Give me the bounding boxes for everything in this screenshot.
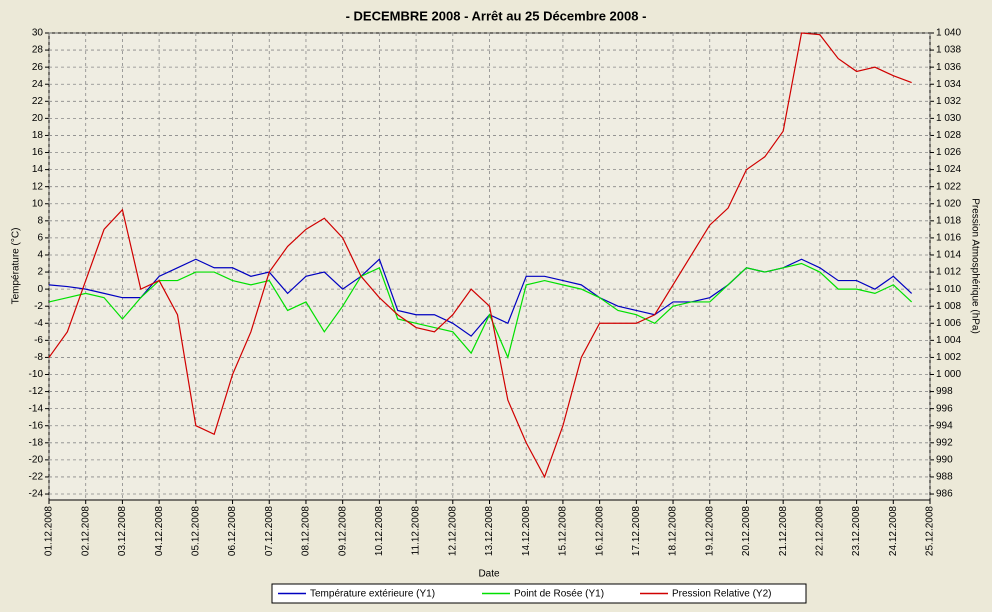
legend-label: Point de Rosée (Y1) xyxy=(514,589,604,600)
y2-tick-label: 998 xyxy=(936,386,953,397)
y2-tick-label: 1 040 xyxy=(936,28,961,39)
x-tick-label: 25.12.2008 xyxy=(925,506,936,556)
y-tick-label: 2 xyxy=(37,267,43,278)
x-tick-label: 01.12.2008 xyxy=(44,506,55,556)
y2-tick-label: 1 030 xyxy=(936,113,961,124)
x-tick-label: 23.12.2008 xyxy=(851,506,862,556)
y2-tick-label: 1 004 xyxy=(936,335,961,346)
x-tick-label: 17.12.2008 xyxy=(631,506,642,556)
x-tick-label: 05.12.2008 xyxy=(190,506,201,556)
y2-tick-label: 1 036 xyxy=(936,62,961,73)
x-tick-label: 12.12.2008 xyxy=(447,506,458,556)
y-tick-label: -22 xyxy=(29,472,44,483)
x-tick-label: 10.12.2008 xyxy=(374,506,385,556)
x-tick-label: 20.12.2008 xyxy=(741,506,752,556)
x-tick-label: 21.12.2008 xyxy=(778,506,789,556)
y2-tick-label: 1 018 xyxy=(936,215,961,226)
y-tick-label: 16 xyxy=(32,147,44,158)
y2-tick-label: 986 xyxy=(936,489,953,500)
y2-tick-label: 1 028 xyxy=(936,130,961,141)
series-line xyxy=(48,262,913,360)
y-tick-label: 30 xyxy=(32,28,44,39)
y2-tick-label: 994 xyxy=(936,420,953,431)
y-tick-label: -16 xyxy=(29,420,44,431)
y2-tick-label: 1 022 xyxy=(936,181,961,192)
y-tick-label: 26 xyxy=(32,62,44,73)
y2-tick-label: 1 008 xyxy=(936,301,961,312)
y-tick-label: 28 xyxy=(32,45,44,56)
y2-tick-label: 1 026 xyxy=(936,147,961,158)
y2-tick-label: 992 xyxy=(936,437,953,448)
x-tick-label: 22.12.2008 xyxy=(815,506,826,556)
y-tick-label: -2 xyxy=(34,301,43,312)
y-tick-label: -24 xyxy=(29,489,44,500)
y2-tick-label: 1 020 xyxy=(936,198,961,209)
y2-tick-label: 1 034 xyxy=(936,79,961,90)
y2-tick-label: 990 xyxy=(936,455,953,466)
y2-tick-label: 996 xyxy=(936,403,953,414)
y2-tick-label: 1 012 xyxy=(936,267,961,278)
y-tick-label: 12 xyxy=(32,181,44,192)
y2-tick-label: 988 xyxy=(936,472,953,483)
y-tick-label: 8 xyxy=(37,215,43,226)
x-tick-label: 04.12.2008 xyxy=(154,506,165,556)
legend xyxy=(271,583,807,604)
y-tick-label: 20 xyxy=(32,113,44,124)
x-tick-label: 24.12.2008 xyxy=(888,506,899,556)
y2-tick-label: 1 014 xyxy=(936,250,961,261)
x-tick-label: 07.12.2008 xyxy=(264,506,275,556)
y-tick-label: 14 xyxy=(32,164,44,175)
y-tick-label: 6 xyxy=(37,233,43,244)
x-tick-label: 13.12.2008 xyxy=(484,506,495,556)
legend-label: Température extérieure (Y1) xyxy=(310,589,435,600)
y2-tick-label: 1 032 xyxy=(936,96,961,107)
y2-tick-label: 1 010 xyxy=(936,284,961,295)
y-tick-label: 10 xyxy=(32,198,44,209)
chart-title: - DECEMBRE 2008 - Arrêt au 25 Décembre 2… xyxy=(346,8,647,23)
y2-tick-label: 1 016 xyxy=(936,233,961,244)
y-tick-label: -8 xyxy=(34,352,43,363)
x-tick-label: 18.12.2008 xyxy=(668,506,679,556)
series-line xyxy=(48,32,912,479)
y-axis-label: Température (°C) xyxy=(11,228,22,305)
y-tick-label: 24 xyxy=(32,79,44,90)
y2-axis-label: Pression Atmosphérique (hPa) xyxy=(969,198,980,334)
y-tick-label: -4 xyxy=(34,318,43,329)
x-tick-label: 08.12.2008 xyxy=(301,506,312,556)
y2-tick-label: 1 006 xyxy=(936,318,961,329)
y-tick-label: 22 xyxy=(32,96,44,107)
x-tick-label: 06.12.2008 xyxy=(227,506,238,556)
y2-tick-label: 1 024 xyxy=(936,164,961,175)
y-tick-label: -14 xyxy=(29,403,44,414)
x-tick-label: 02.12.2008 xyxy=(80,506,91,556)
x-tick-label: 03.12.2008 xyxy=(117,506,128,556)
y-tick-label: -6 xyxy=(34,335,43,346)
y-tick-label: -12 xyxy=(29,386,44,397)
y-tick-label: -20 xyxy=(29,455,44,466)
x-tick-label: 14.12.2008 xyxy=(521,506,532,556)
y-tick-label: -18 xyxy=(29,437,44,448)
x-tick-label: 15.12.2008 xyxy=(558,506,569,556)
y-tick-label: 4 xyxy=(37,250,43,261)
y2-tick-label: 1 000 xyxy=(936,369,961,380)
x-tick-label: 11.12.2008 xyxy=(411,506,422,556)
x-tick-label: 19.12.2008 xyxy=(704,506,715,556)
y2-tick-label: 1 038 xyxy=(936,45,961,56)
y-tick-label: 0 xyxy=(37,284,43,295)
y-tick-label: -10 xyxy=(29,369,44,380)
y2-tick-label: 1 002 xyxy=(936,352,961,363)
x-tick-label: 09.12.2008 xyxy=(337,506,348,556)
x-axis-label: Date xyxy=(478,569,500,580)
x-tick-label: 16.12.2008 xyxy=(594,506,605,556)
legend-label: Pression Relative (Y2) xyxy=(672,589,771,600)
y-tick-label: 18 xyxy=(32,130,44,141)
